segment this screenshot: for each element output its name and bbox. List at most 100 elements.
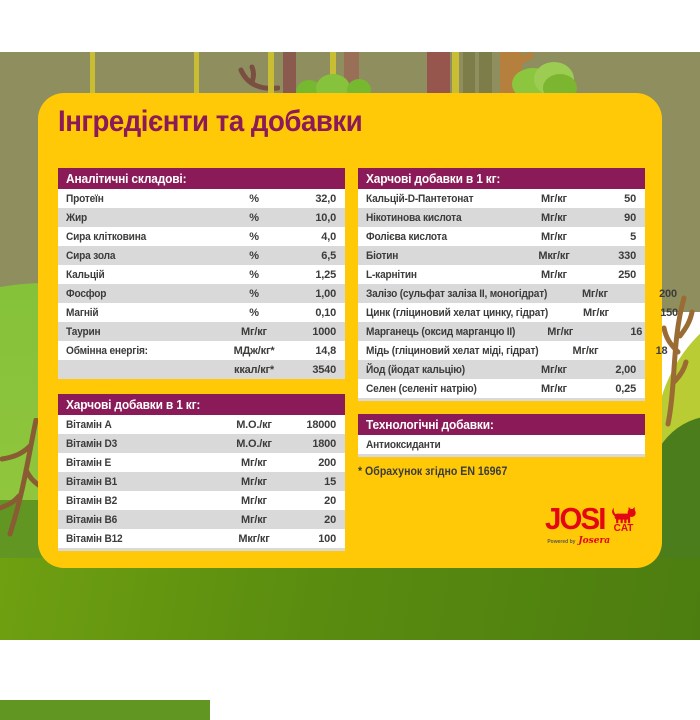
table-row: Вітамін B12 Мкг/кг 100	[58, 529, 345, 548]
top-white-margin	[0, 0, 700, 52]
table-row: Антиоксиданти	[358, 435, 645, 454]
footnote: * Обрахунок згідно EN 16967	[358, 466, 508, 478]
cell-value: 5	[630, 230, 636, 243]
cell-unit: Мг/кг	[541, 230, 567, 243]
cell-value: 1800	[312, 437, 336, 450]
page-title: Інгредієнти та добавки	[58, 105, 363, 138]
cell-label: Залізо (сульфат заліза II, моногідрат)	[366, 287, 548, 300]
cell-label: Сира зола	[66, 249, 116, 262]
cell-value: 20	[324, 513, 336, 526]
table-row: Протеїн% 32,0	[58, 189, 345, 208]
plant-stem-icon	[90, 52, 95, 93]
cell-label: L-карнітин	[366, 268, 417, 281]
cell-unit: %	[249, 192, 259, 205]
cell-unit: М.О./кг	[236, 418, 272, 431]
cell-unit: Мг/кг	[572, 344, 599, 357]
cat-silhouette-icon	[612, 507, 636, 524]
cell-label: Вітамін B12	[66, 532, 123, 545]
cell-unit: Мг/кг	[241, 475, 267, 488]
cell-label: Антиоксиданти	[366, 438, 441, 451]
cell-unit: Мг/кг	[541, 268, 567, 281]
table-row: Вітамін B6 Мг/кг 20	[58, 510, 345, 529]
plant-stem-icon	[268, 52, 274, 93]
logo-powered-by-text: Powered by	[547, 539, 576, 545]
table-row: Фосфор% 1,00	[58, 284, 345, 303]
cell-label: Сира клітковина	[66, 230, 147, 243]
cell-label: Протеїн	[66, 192, 104, 205]
plant-stem-icon	[194, 52, 199, 93]
cell-label: Обмінна енергія:	[66, 344, 148, 357]
cell-value: 1000	[312, 325, 336, 338]
cell-unit: МДж/кг*	[233, 344, 275, 357]
cell-label: Біотин	[366, 249, 399, 262]
cell-label: Селен (селеніт натрію)	[366, 382, 477, 395]
cell-unit: Мг/кг	[241, 456, 267, 469]
cell-unit: Мг/кг	[241, 513, 267, 526]
table-row: Сира зола% 6,5	[58, 246, 345, 265]
table-row: Обмінна енергія: МДж/кг* 14,8	[58, 341, 345, 360]
table-row: Селен (селеніт натрію) Мг/кг 0,25	[358, 379, 645, 398]
cell-label: Йод (йодат кальцію)	[366, 363, 465, 376]
table-row: L-карнітин Мг/кг 250	[358, 265, 645, 284]
tree-trunk-icon	[283, 52, 296, 93]
table-row: Сира клітковина% 4,0	[58, 227, 345, 246]
cell-label: Кальцій	[66, 268, 105, 281]
table-header: Харчові добавки в 1 кг:	[358, 168, 645, 189]
table-row: Вітамін E Мг/кг 200	[58, 453, 345, 472]
additives-table-right: Харчові добавки в 1 кг: Кальцій-D-Пантето…	[358, 168, 678, 401]
cell-value: 3540	[312, 363, 336, 376]
cell-value: 6,5	[321, 249, 336, 262]
cell-value: 0,25	[615, 382, 636, 395]
cell-value: 0,10	[315, 306, 336, 319]
cell-unit: %	[249, 211, 259, 224]
cell-value: 4,0	[321, 230, 336, 243]
plant-stem-icon	[330, 52, 336, 93]
cell-value: 18	[655, 344, 668, 357]
tree-trunk-icon	[463, 52, 475, 93]
table-row: Вітамін B1 Мг/кг 15	[58, 472, 345, 491]
analytical-table: Аналітичні складові: Протеїн% 32,0 Жир% 10,0…	[58, 168, 345, 379]
cell-value: 50	[624, 192, 636, 205]
tree-trunk-icon	[479, 52, 492, 93]
cell-value: 330	[618, 249, 636, 262]
cell-value: 32,0	[315, 192, 336, 205]
grass-foreground	[0, 558, 700, 640]
cell-unit: Мкг/кг	[238, 532, 270, 545]
bush-icon	[543, 74, 577, 93]
table-row: Кальцій-D-Пантетонат Мг/кг 50	[358, 189, 645, 208]
table-row: Вітамін B2 Мг/кг 20	[58, 491, 345, 510]
cell-unit: %	[249, 287, 259, 300]
table-header: Технологічні добавки:	[358, 414, 645, 435]
table-row: Вітамін D3 М.О./кг 1800	[58, 434, 345, 453]
table-row: ккал/кг* 3540	[58, 360, 345, 379]
cell-unit: М.О./кг	[236, 437, 272, 450]
plant-stem-icon	[452, 52, 459, 93]
tree-trunk-icon	[427, 52, 450, 93]
cell-value: 200	[318, 456, 336, 469]
cell-label: Вітамін B2	[66, 494, 118, 507]
cell-label: Магній	[66, 306, 99, 319]
right-column: Харчові добавки в 1 кг: Кальцій-D-Пантето…	[358, 168, 678, 478]
cell-value: 1,25	[315, 268, 336, 281]
cell-unit: Мг/кг	[241, 325, 267, 338]
cell-label: Таурин	[66, 325, 101, 338]
cell-value: 10,0	[315, 211, 336, 224]
cell-value: 14,8	[315, 344, 336, 357]
cell-label	[58, 364, 222, 376]
josicat-logo: JOSI CAT	[545, 503, 637, 546]
cell-unit: ккал/кг*	[234, 363, 274, 376]
cell-label: Фолієва кислота	[366, 230, 447, 243]
left-column: Аналітичні складові: Протеїн% 32,0 Жир% 10,0…	[58, 168, 345, 551]
bush-icon	[316, 74, 350, 93]
forest-band	[0, 52, 700, 93]
cell-label: Марганець (оксид марганцю II)	[366, 325, 516, 338]
cell-value: 20	[324, 494, 336, 507]
table-row: Таурин Мг/кг 1000	[58, 322, 345, 341]
cell-value: 1,00	[315, 287, 336, 300]
cell-unit: %	[249, 306, 259, 319]
table-row: Йод (йодат кальцію) Мг/кг 2,00	[358, 360, 645, 379]
cell-unit: %	[249, 249, 259, 262]
cell-label: Вітамін B1	[66, 475, 118, 488]
cell-label: Фосфор	[66, 287, 107, 300]
table-header: Аналітичні складові:	[58, 168, 345, 189]
